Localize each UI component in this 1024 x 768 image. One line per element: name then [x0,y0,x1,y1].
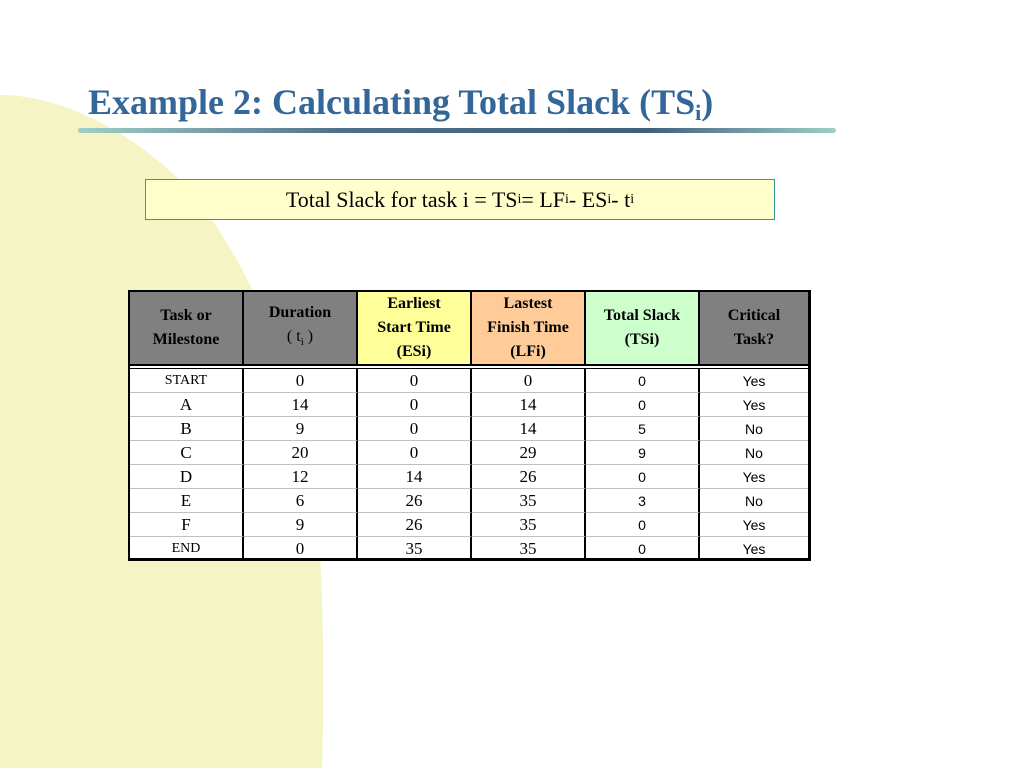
cell-lf: 14 [472,417,586,441]
cell-critical: Yes [700,465,808,489]
header-latest-finish: Lastest Finish Time (LFi) [472,292,586,364]
cell-es: 14 [358,465,472,489]
cell-lf: 29 [472,441,586,465]
cell-ts: 3 [586,489,700,513]
cell-critical: No [700,489,808,513]
cell-lf: 35 [472,489,586,513]
cell-task: END [130,537,244,561]
table-body: START 0 0 0 0 Yes A 14 0 14 0 Yes B 9 0 … [130,369,808,561]
cell-es: 26 [358,489,472,513]
table-row: E 6 26 35 3 No [130,489,808,513]
table-row: F 9 26 35 0 Yes [130,513,808,537]
title-underline [78,128,836,133]
header-divider-thin [130,368,808,369]
cell-duration: 6 [244,489,358,513]
header-task: Task or Milestone [130,292,244,364]
cell-duration: 9 [244,417,358,441]
cell-es: 0 [358,393,472,417]
cell-es: 35 [358,537,472,561]
cell-task: C [130,441,244,465]
cell-ts: 0 [586,393,700,417]
cell-ts: 0 [586,537,700,561]
cell-critical: Yes [700,393,808,417]
table-row: C 20 0 29 9 No [130,441,808,465]
header-earliest-start: Earliest Start Time (ESi) [358,292,472,364]
cell-duration: 12 [244,465,358,489]
table-row: D 12 14 26 0 Yes [130,465,808,489]
cell-lf: 0 [472,369,586,393]
cell-es: 0 [358,417,472,441]
cell-duration: 9 [244,513,358,537]
table-row: B 9 0 14 5 No [130,417,808,441]
header-critical: Critical Task? [700,292,808,364]
cell-duration: 14 [244,393,358,417]
cell-lf: 35 [472,513,586,537]
formula-box: Total Slack for task i = TS i = LF i - ES i… [145,179,775,220]
cell-es: 0 [358,441,472,465]
table-row: A 14 0 14 0 Yes [130,393,808,417]
cell-duration: 0 [244,369,358,393]
cell-critical: Yes [700,369,808,393]
cell-critical: Yes [742,541,766,557]
cell-task: B [130,417,244,441]
cell-es: 0 [358,369,472,393]
slide-title: Example 2: Calculating Total Slack (TSi) [88,82,714,125]
cell-ts: 0 [586,465,700,489]
cell-lf: 26 [472,465,586,489]
cell-critical: No [700,441,808,465]
cell-critical: Yes [700,513,808,537]
header-duration: Duration ( ti ) [244,292,358,364]
cell-task: F [130,513,244,537]
cell-task: D [130,465,244,489]
cell-duration: 0 [244,537,358,561]
cell-duration: 20 [244,441,358,465]
cell-ts: 0 [586,513,700,537]
header-divider [130,364,808,366]
table-row: END 0 35 35 0 Yes [130,537,808,561]
header-total-slack: Total Slack (TSi) [586,292,700,364]
cell-es: 26 [358,513,472,537]
table-header-row: Task or Milestone Duration ( ti ) Earlies… [130,292,808,364]
cell-task: START [130,369,244,393]
slack-table: Task or Milestone Duration ( ti ) Earlies… [128,290,811,561]
cell-task: A [130,393,244,417]
cell-ts: 0 [586,369,700,393]
cell-lf: 14 [472,393,586,417]
cell-task: E [130,489,244,513]
cell-critical: No [700,417,808,441]
cell-lf: 35 [472,537,586,561]
table-row: START 0 0 0 0 Yes [130,369,808,393]
cell-ts: 5 [586,417,700,441]
cell-ts: 9 [586,441,700,465]
